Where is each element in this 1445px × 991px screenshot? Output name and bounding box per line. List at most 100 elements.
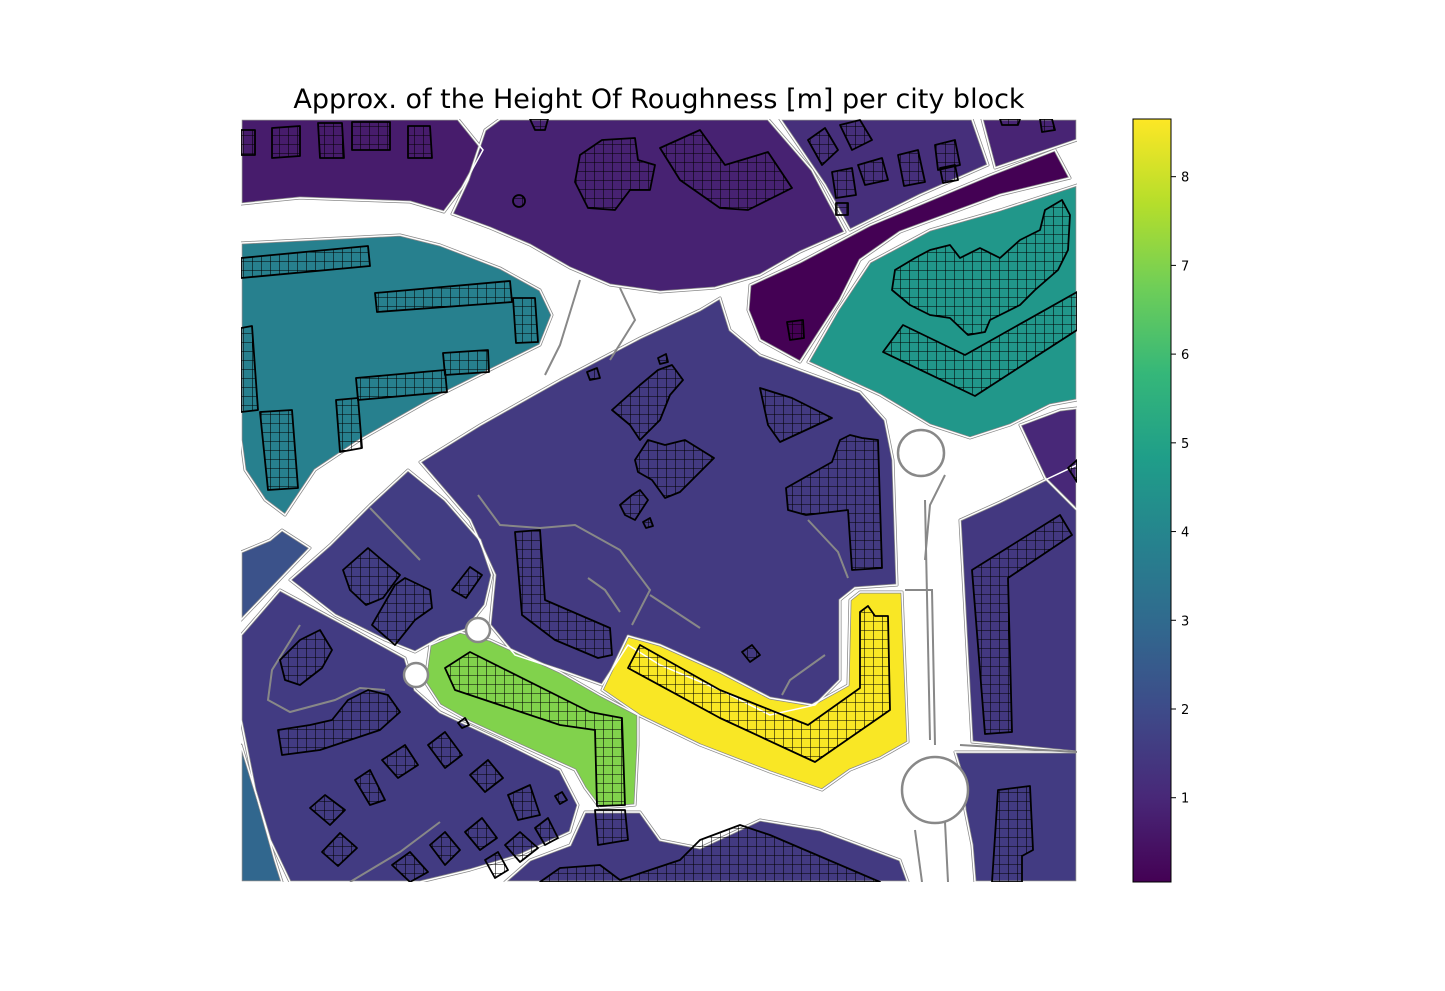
building	[971, 514, 1073, 735]
building	[464, 817, 498, 851]
block-outline	[241, 744, 283, 882]
building	[934, 139, 961, 171]
building	[309, 794, 346, 826]
block-outline	[288, 469, 493, 653]
footpath	[649, 594, 701, 629]
building	[891, 199, 1071, 336]
building	[1067, 459, 1077, 483]
building	[241, 325, 259, 413]
path-line	[959, 744, 1077, 753]
building	[857, 157, 889, 186]
building	[371, 577, 433, 646]
building	[355, 369, 448, 401]
block-outline	[981, 119, 1077, 169]
footpath	[807, 519, 849, 579]
building	[514, 529, 613, 659]
path-line	[914, 829, 923, 882]
block-outline	[806, 184, 1077, 439]
colorbar-tick-label: 2	[1181, 703, 1189, 718]
block-outline	[450, 119, 847, 293]
block-outline	[747, 149, 1072, 363]
building	[882, 291, 1077, 397]
building	[374, 280, 513, 313]
building	[259, 409, 299, 491]
footpath	[369, 507, 421, 561]
building	[619, 489, 649, 521]
colorbar-tick-label: 4	[1181, 526, 1189, 541]
building	[469, 759, 504, 793]
roundabout-south	[900, 755, 970, 825]
roundabout-small-b	[402, 661, 430, 689]
building	[586, 367, 601, 381]
building	[317, 122, 345, 159]
building	[785, 434, 883, 571]
building	[835, 202, 849, 216]
colorbar-tick-label: 8	[1181, 171, 1189, 186]
block-outline	[779, 119, 989, 231]
building	[939, 164, 959, 184]
building	[634, 439, 715, 499]
building	[427, 731, 463, 769]
building	[407, 125, 433, 159]
block-outline	[241, 529, 312, 622]
building	[574, 137, 656, 211]
building	[279, 629, 333, 686]
roundabout-north	[896, 428, 946, 478]
building	[241, 129, 256, 156]
block-outline	[241, 234, 553, 517]
colorbar: 1 2 3 4 5 6 7 8	[1132, 118, 1189, 883]
block-outline	[1018, 407, 1077, 512]
colorbar-tick-label: 6	[1181, 348, 1189, 363]
path-line	[944, 821, 949, 882]
building	[354, 769, 386, 806]
building	[457, 717, 470, 729]
building	[507, 784, 541, 821]
building	[897, 149, 926, 187]
building	[484, 851, 509, 879]
building	[342, 547, 401, 606]
building	[335, 397, 363, 453]
building	[991, 785, 1034, 882]
building	[321, 832, 358, 867]
building	[539, 824, 881, 882]
building	[271, 125, 301, 159]
building	[611, 364, 684, 441]
building	[277, 689, 401, 756]
colorbar-tick-label: 7	[1181, 259, 1189, 274]
colorbar-gradient	[1132, 118, 1172, 883]
colorbar-tick-label: 1	[1181, 792, 1189, 807]
roundabout-small-a	[464, 616, 492, 644]
block-outline	[503, 811, 909, 882]
building	[529, 119, 549, 131]
building	[442, 349, 490, 376]
building	[807, 127, 839, 166]
building	[381, 744, 419, 779]
building	[534, 817, 559, 846]
colorbar-tick-label: 3	[1181, 614, 1189, 629]
building	[554, 791, 568, 805]
building	[241, 245, 371, 279]
footpath	[781, 654, 826, 696]
block-outline	[959, 464, 1077, 753]
building	[999, 119, 1021, 126]
colorbar-tick-label: 5	[1181, 437, 1189, 452]
footpath	[587, 577, 621, 613]
path-line	[905, 589, 936, 746]
building	[512, 297, 539, 344]
building	[451, 566, 483, 599]
building	[786, 319, 805, 341]
footpath	[477, 494, 652, 626]
building	[657, 353, 669, 365]
building	[839, 119, 873, 151]
building	[1039, 119, 1056, 133]
building	[351, 121, 391, 151]
path-line	[544, 279, 581, 376]
block-outline	[424, 631, 639, 809]
building	[391, 851, 429, 882]
block-outline	[601, 591, 909, 791]
building	[659, 129, 793, 211]
footpath	[266, 624, 386, 714]
footpath	[349, 821, 441, 882]
map-title: Approx. of the Height Of Roughness [m] p…	[293, 84, 1025, 115]
